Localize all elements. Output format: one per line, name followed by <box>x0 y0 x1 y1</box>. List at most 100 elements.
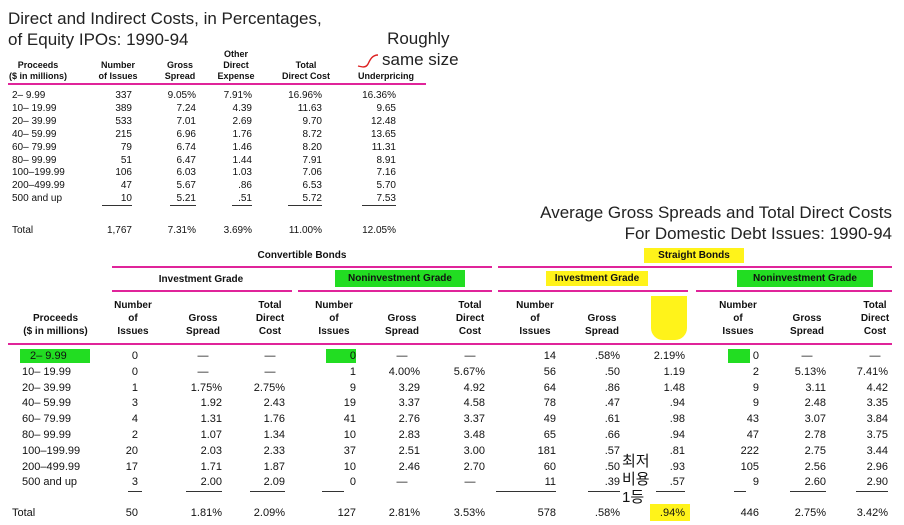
top-cell: 16.96% <box>288 90 322 101</box>
bottom-cell: 127 <box>337 507 356 519</box>
bottom-header-text: Total <box>258 300 282 311</box>
bottom-cell: 1.81% <box>190 507 222 519</box>
bottom-cell: — <box>464 350 476 362</box>
bottom-cell-proceeds: Total <box>12 507 36 519</box>
bottom-cell: .98 <box>669 413 685 426</box>
top-cell: 7.91% <box>223 90 252 101</box>
top-cell: 11.00% <box>288 225 322 236</box>
top-cell: 6.96 <box>176 128 196 140</box>
bottom-cell: 2.60 <box>804 476 826 489</box>
bottom-cell: 50 <box>125 507 138 519</box>
bottom-cell: 1.34 <box>263 429 285 441</box>
bottom-cell: 60 <box>543 460 556 473</box>
group-rule-straight <box>498 266 892 268</box>
top-cell: 9.05% <box>167 90 196 101</box>
bottom-cell: 1 <box>131 381 138 394</box>
bottom-cell: 65 <box>543 429 556 441</box>
bottom-cell: .58% <box>594 507 620 519</box>
bottom-header-text: Issues <box>519 326 551 337</box>
top-cell: 11.31 <box>371 141 396 153</box>
bottom-cell: 2.83 <box>398 429 420 441</box>
top-cell: 7.91 <box>302 154 322 166</box>
bottom-cell: 1.87 <box>263 460 285 473</box>
bottom-cell: 1.92 <box>200 397 222 410</box>
top-cell: 7.31% <box>167 225 196 236</box>
bottom-underline <box>734 491 746 493</box>
bottom-cell: .57 <box>669 476 685 489</box>
debt-issues-title-line2: For Domestic Debt Issues: 1990-94 <box>624 224 892 243</box>
bottom-cell: 2.48 <box>804 397 826 410</box>
bottom-cell: 4.92 <box>463 381 485 394</box>
top-header-col-3: Other Direct Expense <box>209 49 263 82</box>
bottom-cell: .58% <box>594 350 620 362</box>
bottom-cell: 4 <box>131 413 138 426</box>
bottom-cell: .94 <box>669 397 685 410</box>
debt-issues-title-line1: Average Gross Spreads and Total Direct C… <box>540 203 892 222</box>
bottom-cell-proceeds: 80– 99.99 <box>22 429 71 441</box>
bottom-header-col-4: Number of Issues <box>304 299 364 338</box>
bottom-cell: 2.75 <box>804 444 826 457</box>
bottom-header-text: of <box>530 313 540 324</box>
bottom-cell: 2.70 <box>463 460 485 473</box>
group-convertible-bonds: Convertible Bonds <box>257 250 347 261</box>
bottom-cell: 17 <box>125 460 138 473</box>
bottom-table-rule <box>8 343 892 345</box>
bottom-header-col-5: Gross Spread <box>372 312 432 338</box>
bottom-cell: 3.29 <box>398 381 420 394</box>
bottom-cell: .61 <box>604 413 620 426</box>
annotation-note-line1: Roughly <box>387 29 450 48</box>
bottom-header-col-2: Gross Spread <box>173 312 233 338</box>
bottom-cell: 3.37 <box>398 397 420 410</box>
top-cell: 2.69 <box>232 115 252 127</box>
bottom-cell: 14 <box>543 350 556 362</box>
annotation-note-line2: same size <box>382 50 459 69</box>
bottom-cell: 578 <box>537 507 556 519</box>
top-cell: 389 <box>115 102 132 114</box>
top-cell: .86 <box>238 180 252 192</box>
bottom-cell: 2.43 <box>263 397 285 410</box>
bottom-cell: 7.41% <box>856 365 888 378</box>
top-cell: 1.76 <box>232 128 252 140</box>
bottom-cell: 1.71 <box>200 460 222 473</box>
top-cell-proceeds: 80– 99.99 <box>12 154 57 166</box>
bottom-cell: 446 <box>740 507 759 519</box>
bottom-cell: — <box>264 365 276 378</box>
sub-rule-4 <box>696 290 892 292</box>
top-cell: 12.48 <box>370 115 396 127</box>
bottom-cell: — <box>396 476 408 489</box>
bottom-cell: 41 <box>343 413 356 426</box>
bottom-header-text: Number <box>315 300 353 311</box>
top-header-col-2: Gross Spread <box>155 60 205 82</box>
top-cell: 106 <box>115 167 132 179</box>
bottom-cell: 2.76 <box>398 413 420 426</box>
bottom-cell: 1.07 <box>200 429 222 441</box>
bottom-underline <box>656 491 685 493</box>
bottom-cell: .93 <box>669 460 685 473</box>
group-rule-convertible <box>112 266 492 268</box>
top-header-text: of Issues <box>98 71 138 81</box>
bottom-cell-proceeds: 500 and up <box>22 476 78 489</box>
bottom-cell: 1.19 <box>663 365 685 378</box>
bottom-cell: .50 <box>604 365 620 378</box>
top-cell: 6.03 <box>176 167 196 179</box>
bottom-cell: .81 <box>669 444 685 457</box>
top-cell: 337 <box>115 90 132 101</box>
bottom-cell: 47 <box>746 429 759 441</box>
bottom-cell: 2.75% <box>794 507 826 519</box>
highlight-total-direct-cost-header <box>651 296 687 340</box>
bottom-header-col-1: Number of Issues <box>103 299 163 338</box>
bottom-cell: 3.48 <box>463 429 485 441</box>
top-cell-proceeds: 10– 19.99 <box>12 102 57 114</box>
bottom-cell: 2.03 <box>200 444 222 457</box>
korean-note-line3: 1등 <box>622 489 645 506</box>
highlight-min-total-cost <box>650 504 690 521</box>
annotation-arrow-icon <box>357 54 379 68</box>
bottom-cell: .66 <box>604 429 620 441</box>
top-cell: 7.24 <box>176 102 196 114</box>
top-header-text: Underpricing <box>357 71 414 81</box>
top-header-text: Spread <box>164 71 196 81</box>
top-cell: 9.70 <box>302 115 322 127</box>
bottom-cell: 4.42 <box>866 381 888 394</box>
bottom-cell: 2 <box>131 429 138 441</box>
bottom-cell: 105 <box>740 460 759 473</box>
